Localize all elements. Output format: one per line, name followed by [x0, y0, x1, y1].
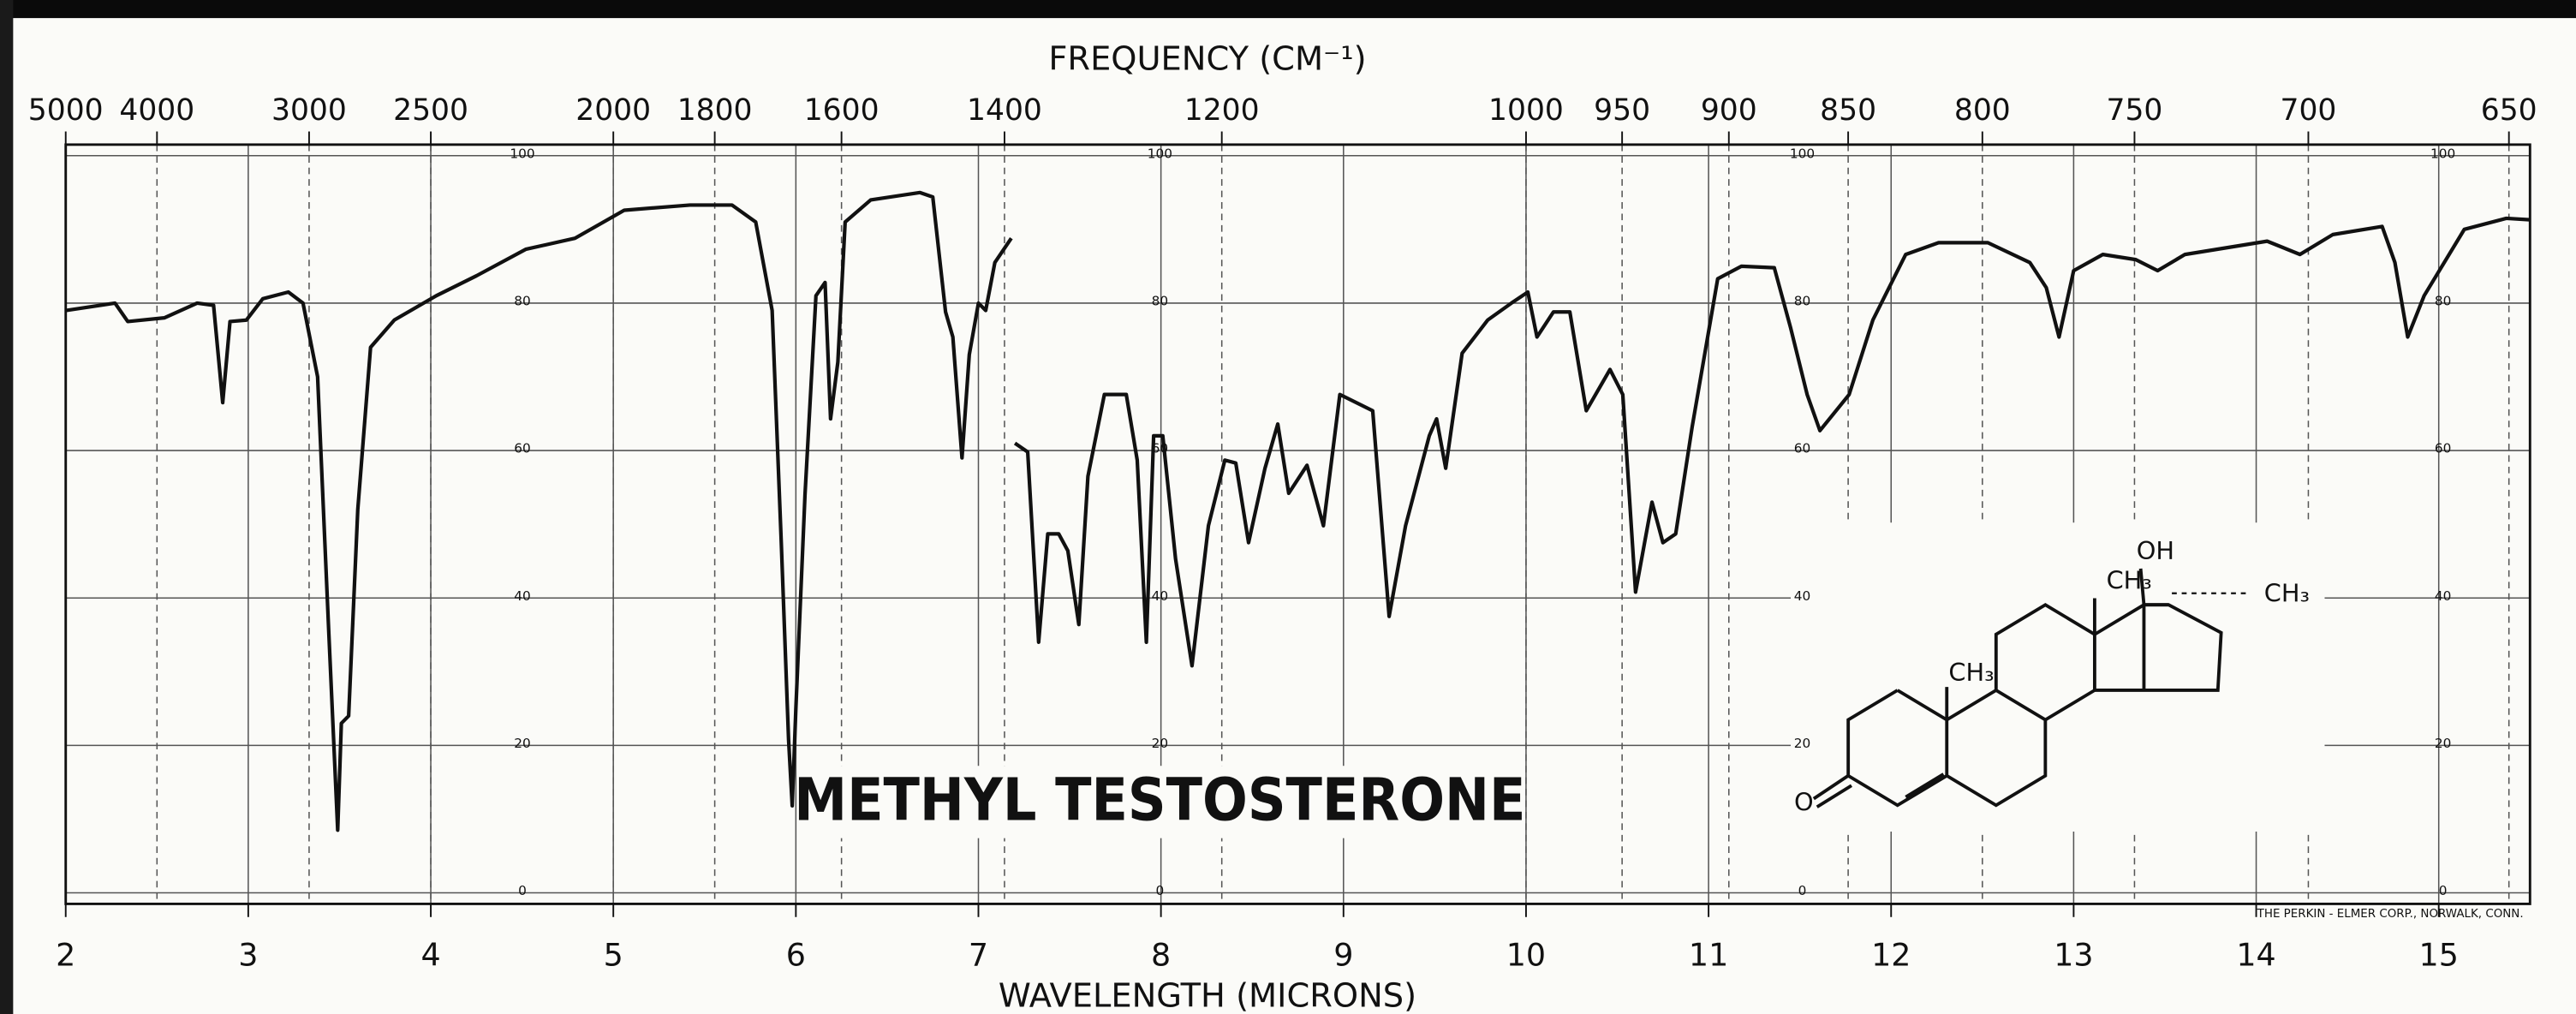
structure: OH CH₃ CH₃ CH₃ O [1791, 522, 2325, 832]
x2-tick-label: 4000 [119, 93, 194, 128]
structure-label: OH [2137, 536, 2174, 565]
x-tick-label: 14 [2236, 936, 2275, 973]
structure-label: CH₃ [1948, 658, 1994, 687]
credit: THE PERKIN - ELMER CORP., NORWALK, CONN. [2257, 908, 2524, 921]
y-tick-label: 60 [1152, 441, 1169, 456]
x2-tick-label: 900 [1701, 93, 1757, 128]
x2-tick-label: 800 [1954, 93, 2011, 128]
y-tick-label: 80 [1794, 294, 1811, 309]
x2-tick-label: 2000 [575, 93, 651, 128]
x-tick-label: 7 [969, 936, 988, 973]
x-tick-label: 8 [1151, 936, 1171, 973]
y-tick-label: 0 [1155, 883, 1164, 898]
x2-tick-label: 3000 [271, 93, 347, 128]
y-tick-label: 0 [518, 883, 527, 898]
x-tick-label: 15 [2419, 936, 2459, 973]
y-tick-label: 100 [1148, 146, 1172, 161]
x-axis-title: WAVELENGTH (MICRONS) [999, 976, 1416, 1014]
y-tick-label: 40 [514, 588, 531, 604]
x-tick-label: 3 [238, 936, 258, 973]
y-tick-label: 80 [2435, 294, 2452, 309]
x-tick-label: 12 [1871, 936, 1911, 973]
x2-tick-label: 1200 [1184, 93, 1260, 128]
top-border [0, 0, 2576, 19]
y-tick-label: 100 [2430, 146, 2455, 161]
x2-tick-label: 750 [2107, 93, 2163, 128]
curve-layer [65, 190, 2531, 832]
y-tick-label: 60 [2435, 441, 2452, 456]
structure-label: CH₃ [2107, 565, 2152, 594]
x2-tick-label: 5000 [28, 93, 104, 128]
title-box [813, 766, 1507, 838]
x-tick-label: 6 [786, 936, 806, 973]
x2-tick-label: 1000 [1488, 93, 1564, 128]
y-tick-label: 80 [1152, 294, 1169, 309]
x2-tick-label: 1800 [677, 93, 753, 128]
x-tick-label: 11 [1689, 936, 1728, 973]
structure-bonds [1812, 568, 2251, 808]
x-tick-label: 10 [1506, 936, 1546, 973]
chart-title: METHYL TESTOSTERONE [794, 766, 1525, 834]
x2-tick-label: 850 [1820, 93, 1876, 128]
x-tick-label: 13 [2054, 936, 2093, 973]
x-tick-label: 4 [420, 936, 440, 973]
structure-label: O [1794, 787, 1814, 816]
x2-tick-label: 950 [1594, 93, 1650, 128]
y-tick-label: 100 [510, 146, 534, 161]
structure-label: CH₃ [2264, 579, 2310, 608]
y-tick-label: 40 [2435, 588, 2452, 604]
x-tick-label: 5 [604, 936, 623, 973]
y-tick-label: 80 [514, 294, 531, 309]
y-tick-label: 100 [1790, 146, 1815, 161]
spectrum-line [65, 190, 2531, 832]
x2-tick-label: 650 [2481, 93, 2537, 128]
y-tick-label: 60 [514, 441, 531, 456]
y-tick-label: 40 [1794, 588, 1811, 604]
x-tick-label: 9 [1333, 936, 1353, 973]
x-tick-label: 2 [56, 936, 75, 973]
x2-tick-label: 700 [2281, 93, 2337, 128]
y-tick-label: 0 [2439, 883, 2448, 898]
y-tick-label: 20 [2435, 736, 2452, 751]
x2-tick-label: 1400 [967, 93, 1042, 128]
y-tick-label: 20 [1152, 736, 1169, 751]
y-tick-label: 0 [1798, 883, 1807, 898]
x2-axis-title: FREQUENCY (CM⁻¹) [1048, 39, 1366, 78]
y-tick-label: 60 [1794, 441, 1811, 456]
structure-box [1791, 522, 2325, 832]
x2-tick-label: 1600 [804, 93, 880, 128]
left-border [0, 0, 14, 1014]
y-tick-label: 40 [1152, 588, 1169, 604]
x2-tick-label: 2500 [393, 93, 468, 128]
y-tick-label: 20 [1794, 736, 1811, 751]
y-tick-label: 20 [514, 736, 531, 751]
plot-frame [64, 143, 2531, 905]
